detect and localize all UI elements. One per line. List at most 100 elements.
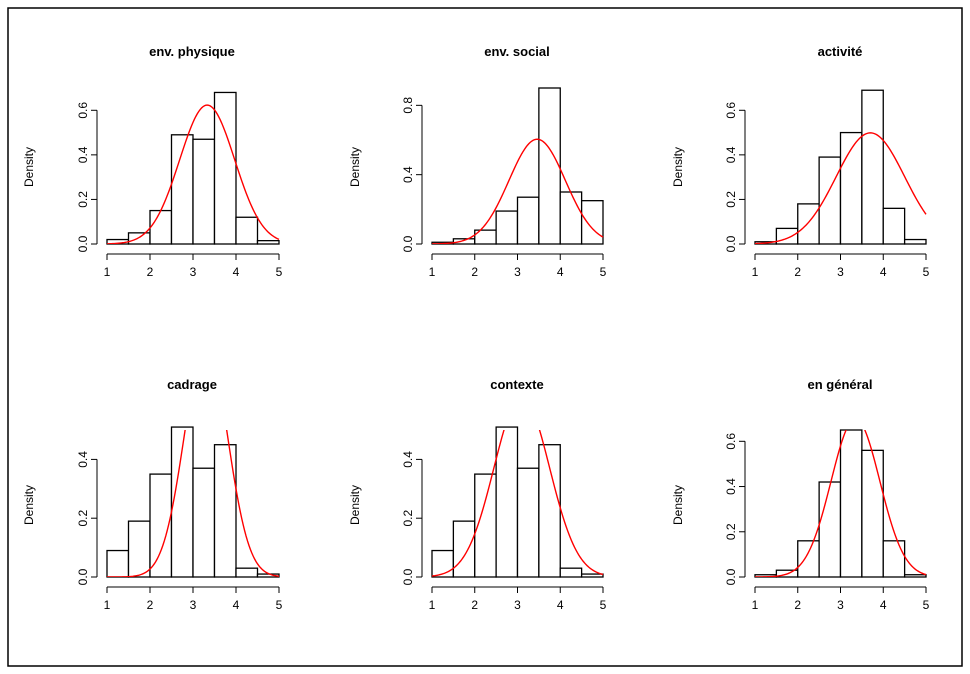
y-axis-label: Density bbox=[348, 485, 362, 525]
x-tick-label: 3 bbox=[837, 598, 844, 612]
histogram-bar bbox=[149, 209, 173, 245]
histogram-bar bbox=[580, 200, 604, 245]
y-tick-label: 0.4 bbox=[724, 478, 738, 495]
x-tick-label: 4 bbox=[880, 598, 887, 612]
histogram-bar bbox=[538, 87, 561, 245]
x-tick-label: 2 bbox=[471, 598, 478, 612]
panel-title: env. social bbox=[484, 44, 550, 59]
panel-title: cadrage bbox=[167, 377, 217, 392]
y-tick-label: 0.0 bbox=[401, 235, 415, 252]
panel-env-physique: env. physique Density 1 2 3 4 5 0.0 0.2 0.4 0.6 bbox=[22, 44, 283, 279]
histogram-bar bbox=[127, 520, 151, 578]
y-tick-label: 0.4 bbox=[76, 451, 90, 468]
histogram-bar bbox=[861, 89, 884, 245]
x-tick-label: 2 bbox=[471, 265, 478, 279]
y-tick-label: 0.0 bbox=[76, 235, 90, 252]
y-tick-label: 0.6 bbox=[76, 102, 90, 119]
histogram-bar bbox=[775, 227, 799, 245]
panel-env-social: env. social Density 1 2 3 4 5 0.0 0.4 0.8 bbox=[348, 44, 607, 279]
y-tick-label: 0.0 bbox=[724, 235, 738, 252]
histogram-bar bbox=[903, 238, 927, 245]
y-axis-label: Density bbox=[22, 147, 36, 187]
histogram-bar bbox=[861, 449, 884, 578]
histogram-bar bbox=[538, 444, 561, 578]
x-tick-label: 2 bbox=[794, 598, 801, 612]
x-tick-label: 4 bbox=[233, 598, 240, 612]
y-axis-label: Density bbox=[671, 485, 685, 525]
y-tick-label: 0.2 bbox=[76, 191, 90, 208]
normal-density-curve bbox=[107, 430, 280, 577]
histogram-bar bbox=[797, 203, 820, 245]
x-tick-label: 5 bbox=[276, 265, 283, 279]
panel-contexte: contexte Density 1 2 3 4 5 0.0 0.2 0.4 bbox=[348, 377, 607, 612]
panel-cadrage: cadrage Density 1 2 3 4 5 0.0 0.2 0.4 bbox=[22, 377, 283, 612]
x-tick-label: 4 bbox=[880, 265, 887, 279]
x-tick-label: 1 bbox=[752, 598, 759, 612]
histogram-bar bbox=[559, 191, 583, 245]
histogram-bar bbox=[903, 574, 927, 578]
x-tick-label: 3 bbox=[514, 598, 521, 612]
histogram-bar bbox=[818, 156, 842, 245]
y-tick-label: 0.2 bbox=[401, 510, 415, 527]
histogram-bar bbox=[213, 91, 237, 245]
y-axis-label: Density bbox=[22, 485, 36, 525]
histogram-bar bbox=[213, 444, 237, 578]
y-tick-label: 0.4 bbox=[401, 451, 415, 468]
normal-density-curve bbox=[431, 138, 604, 244]
x-tick-label: 4 bbox=[557, 598, 564, 612]
histogram-bar bbox=[839, 429, 863, 578]
x-tick-label: 5 bbox=[600, 598, 607, 612]
y-tick-label: 0.2 bbox=[76, 510, 90, 527]
histogram-bar bbox=[495, 210, 519, 245]
histogram-bar bbox=[106, 549, 130, 578]
x-tick-label: 1 bbox=[104, 265, 111, 279]
y-tick-label: 0.4 bbox=[401, 166, 415, 183]
histogram-bar bbox=[882, 207, 906, 245]
histogram-bar bbox=[580, 573, 604, 578]
histogram-bar bbox=[452, 238, 476, 245]
normal-density-curve bbox=[106, 104, 280, 244]
x-tick-label: 1 bbox=[104, 598, 111, 612]
y-tick-label: 0.2 bbox=[724, 523, 738, 540]
panel-title: env. physique bbox=[149, 44, 235, 59]
histogram-bar bbox=[818, 481, 842, 578]
histogram-bar bbox=[516, 467, 540, 578]
x-tick-label: 5 bbox=[276, 598, 283, 612]
normal-density-curve bbox=[754, 430, 927, 577]
panel-activite: activité Density 1 2 3 4 5 0.0 0.2 0.4 0.6 bbox=[671, 44, 930, 279]
x-tick-label: 2 bbox=[147, 598, 154, 612]
x-tick-label: 3 bbox=[837, 265, 844, 279]
panel-title: en général bbox=[807, 377, 872, 392]
histogram-bar bbox=[431, 549, 455, 578]
histogram-bar bbox=[192, 467, 216, 578]
panel-title: activité bbox=[818, 44, 863, 59]
histogram-bar bbox=[559, 567, 583, 578]
x-tick-label: 1 bbox=[752, 265, 759, 279]
x-tick-label: 2 bbox=[147, 265, 154, 279]
x-tick-label: 1 bbox=[429, 598, 436, 612]
x-tick-label: 5 bbox=[600, 265, 607, 279]
x-tick-label: 4 bbox=[557, 265, 564, 279]
histogram-bar bbox=[516, 196, 540, 245]
y-axis-label: Density bbox=[348, 147, 362, 187]
x-tick-label: 3 bbox=[190, 598, 197, 612]
y-tick-label: 0.6 bbox=[724, 433, 738, 450]
y-tick-label: 0.4 bbox=[76, 146, 90, 163]
histogram-bar bbox=[192, 138, 216, 245]
panel-title: contexte bbox=[490, 377, 543, 392]
histogram-bar bbox=[797, 540, 820, 578]
y-tick-label: 0.2 bbox=[724, 191, 738, 208]
y-tick-label: 0.6 bbox=[724, 102, 738, 119]
histogram-bar bbox=[882, 540, 906, 578]
x-tick-label: 3 bbox=[190, 265, 197, 279]
histogram-bar bbox=[256, 240, 280, 245]
x-tick-label: 5 bbox=[923, 265, 930, 279]
x-tick-label: 2 bbox=[794, 265, 801, 279]
x-tick-label: 1 bbox=[429, 265, 436, 279]
y-tick-label: 0.8 bbox=[401, 97, 415, 114]
y-axis-label: Density bbox=[671, 147, 685, 187]
y-tick-label: 0.0 bbox=[401, 568, 415, 585]
normal-density-curve bbox=[754, 132, 927, 244]
y-tick-label: 0.0 bbox=[76, 568, 90, 585]
